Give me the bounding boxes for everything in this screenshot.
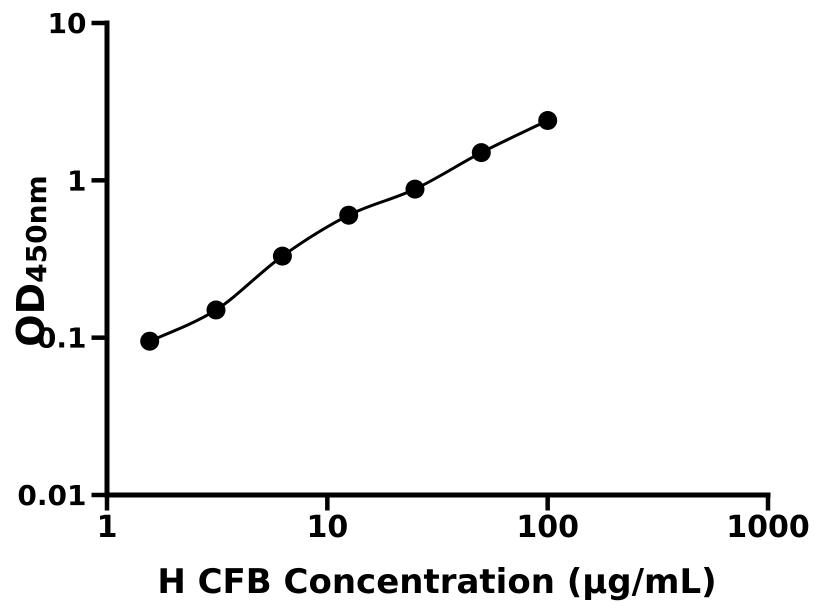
y-tick-label-1: 1 — [67, 164, 86, 197]
data-point-6.25 — [272, 246, 292, 266]
y-axis-title-sub: 450nm — [20, 175, 53, 283]
data-point-3.125 — [206, 300, 226, 320]
y-axis-title-main: OD — [9, 283, 53, 347]
y-tick-label-10: 10 — [48, 7, 87, 40]
data-point-100 — [538, 111, 558, 130]
data-series — [140, 111, 558, 351]
axes: 0.01 0.1 1 10 1 10 100 1000 — [17, 7, 809, 545]
x-tick-label-1: 1 — [97, 510, 118, 545]
data-point-12.5 — [339, 205, 359, 225]
y-axis-title: OD450nm — [9, 175, 53, 346]
x-tick-label-100: 100 — [516, 510, 579, 545]
x-axis-title: H CFB Concentration (μg/mL) — [157, 562, 716, 602]
data-point-50 — [471, 143, 491, 163]
x-tick-label-10: 10 — [306, 510, 348, 545]
y-tick-label-0.01: 0.01 — [17, 479, 86, 512]
data-point-25 — [405, 179, 425, 199]
x-tick-label-1000: 1000 — [726, 510, 810, 545]
y-tick-label-0.1: 0.1 — [37, 322, 87, 355]
data-point-1.5625 — [140, 331, 160, 351]
